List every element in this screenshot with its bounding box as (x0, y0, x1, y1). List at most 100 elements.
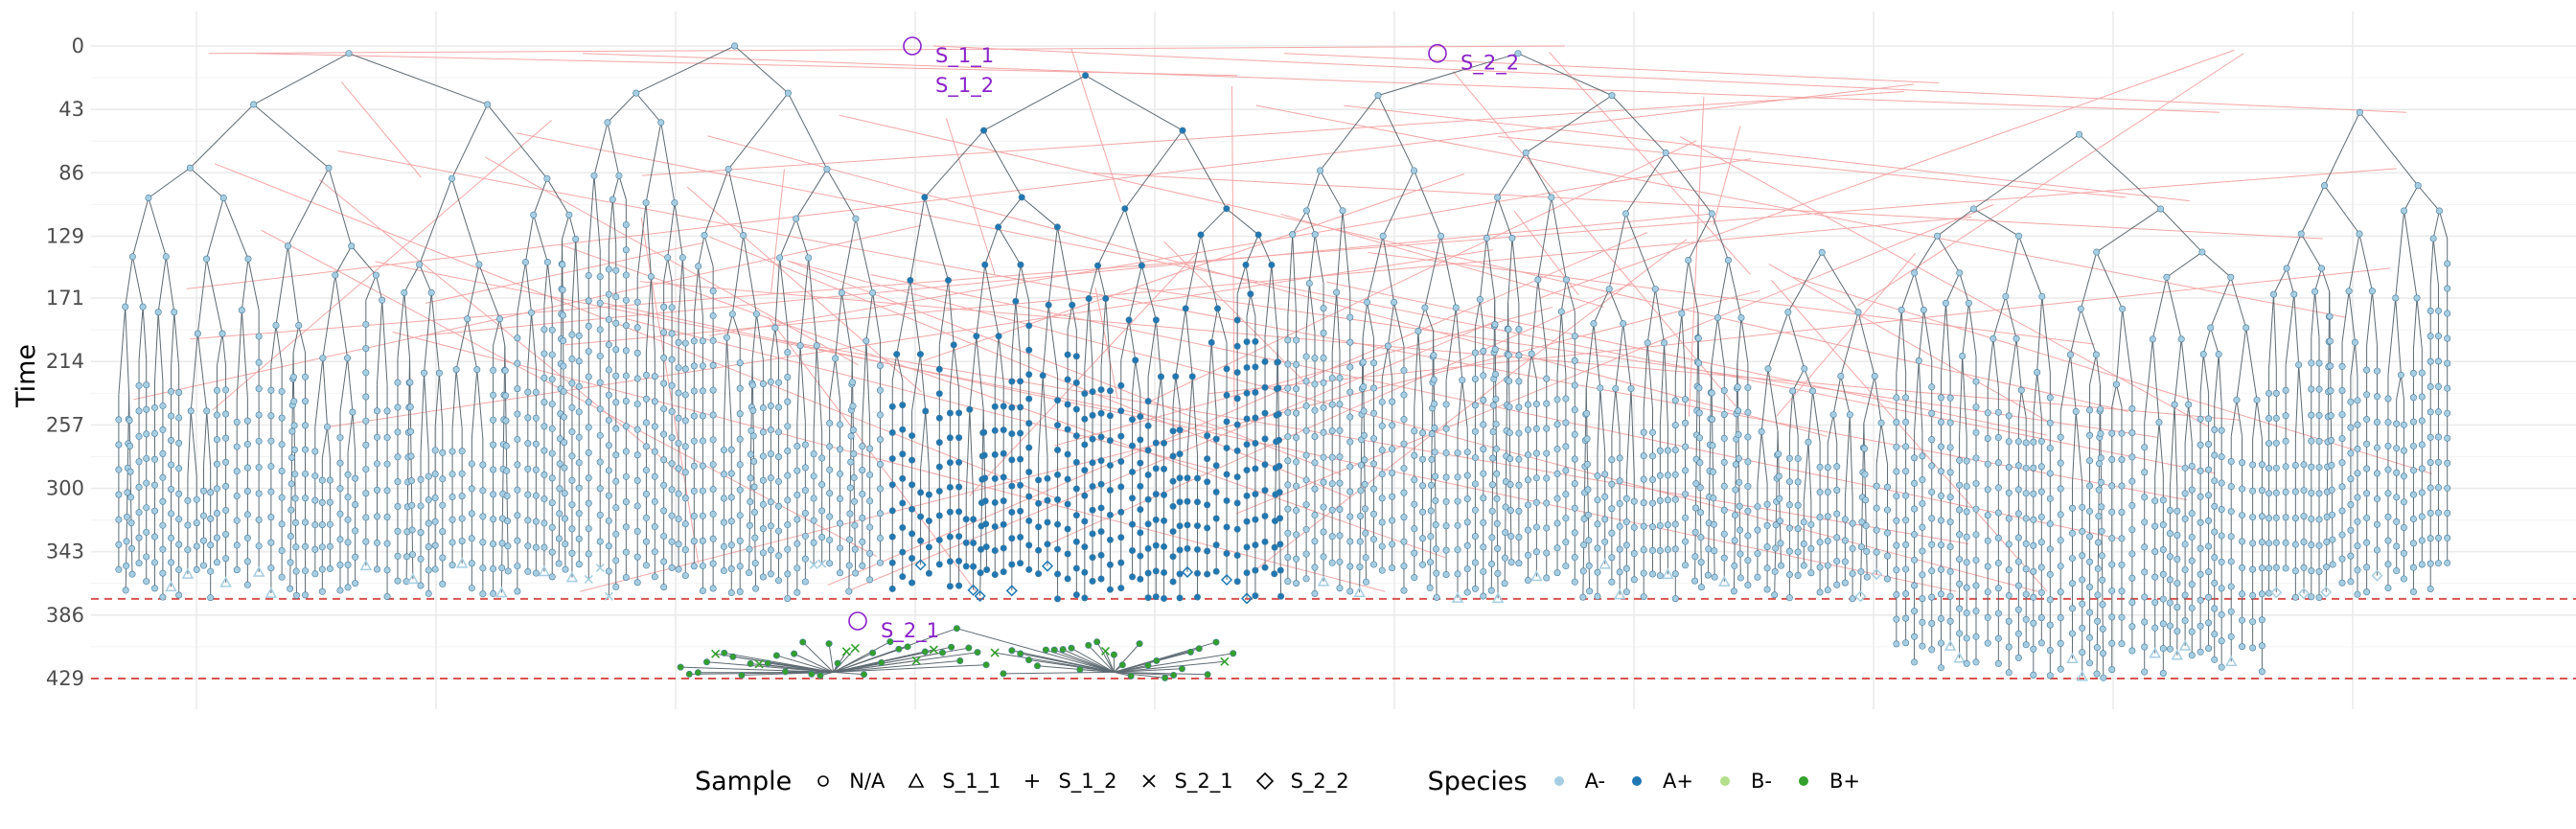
node-marker (2005, 541, 2012, 548)
node-marker (2282, 514, 2289, 521)
branch (1105, 298, 1111, 366)
node-marker (1480, 372, 1487, 380)
branch (420, 373, 426, 453)
branch (2429, 238, 2434, 287)
node-marker (1695, 359, 1703, 367)
node-marker (1553, 421, 1561, 428)
node-marker (1515, 429, 1523, 437)
node-marker (668, 486, 676, 494)
node-marker (585, 499, 592, 507)
branch (607, 122, 620, 176)
node-marker (431, 447, 439, 454)
node-marker (1902, 614, 1910, 622)
node-marker (1583, 435, 1591, 443)
node-marker (876, 436, 884, 444)
branch (1900, 272, 1916, 311)
node-marker (2141, 543, 2149, 551)
node-marker (575, 510, 583, 518)
node-marker (1816, 588, 1824, 596)
branch (2166, 277, 2182, 339)
node-marker (1419, 482, 1427, 490)
node-marker (171, 309, 178, 316)
node-marker (2418, 537, 2426, 544)
node-marker (2239, 564, 2246, 571)
node-marker (727, 589, 735, 597)
node-marker (633, 349, 641, 357)
node-marker (1008, 430, 1016, 438)
branch (1114, 653, 1233, 673)
node-marker (925, 543, 932, 551)
branch (1859, 423, 1865, 597)
node-marker (2196, 544, 2204, 552)
node-marker (1025, 420, 1033, 427)
node-marker (1833, 486, 1841, 494)
node-marker (810, 450, 817, 458)
node-marker (2128, 574, 2136, 582)
node-marker (233, 566, 241, 574)
tip-marker (181, 567, 195, 579)
node-marker (2363, 465, 2371, 472)
node-marker (962, 539, 970, 546)
node-marker (1137, 575, 1144, 583)
node-marker (1620, 320, 1627, 328)
node-marker (1370, 510, 1378, 518)
node-marker (1671, 422, 1679, 429)
node-marker (1630, 523, 1638, 531)
node-marker (1431, 400, 1438, 407)
node-marker (213, 436, 220, 444)
branch (2079, 133, 2161, 210)
node-marker (2315, 464, 2323, 472)
node-marker (1276, 541, 1284, 548)
node-marker (845, 562, 853, 569)
node-marker (1419, 455, 1427, 463)
node-marker (2270, 290, 2278, 298)
node-marker (1072, 564, 1080, 572)
node-marker (2046, 672, 2054, 679)
node-marker (1571, 504, 1578, 512)
node-marker (908, 579, 916, 587)
node-marker (187, 407, 195, 415)
node-marker (1656, 496, 1664, 504)
node-marker (2199, 351, 2207, 358)
node-marker (318, 521, 326, 529)
transmission-link (330, 249, 1493, 427)
node-marker (1697, 584, 1705, 591)
node-marker (1379, 232, 1387, 240)
branch (1414, 331, 1419, 407)
branch (2432, 238, 2439, 287)
node-marker (752, 585, 760, 592)
branch (1114, 671, 1208, 676)
node-marker (1664, 472, 1671, 479)
node-marker (1186, 648, 1194, 656)
node-marker (668, 407, 676, 415)
node-marker (524, 465, 532, 472)
node-marker (1515, 403, 1523, 411)
node-marker (1984, 639, 1991, 647)
node-marker (1553, 519, 1561, 527)
node-marker (1664, 521, 1671, 529)
node-marker (222, 410, 230, 418)
node-marker (1153, 656, 1161, 664)
transmission-link (1054, 306, 1553, 447)
node-marker (1682, 467, 1690, 474)
branch (1200, 234, 1218, 310)
node-marker (2373, 444, 2380, 451)
node-marker (288, 506, 295, 514)
node-marker (651, 523, 658, 531)
transmission-link (212, 120, 552, 410)
node-marker (1571, 480, 1578, 488)
node-marker (1152, 541, 1160, 549)
node-marker (1893, 394, 1900, 402)
node-marker (784, 545, 792, 553)
node-marker (605, 567, 612, 575)
branch (833, 647, 969, 673)
node-marker (747, 498, 754, 506)
node-marker (1898, 306, 1905, 313)
transmission-link (1070, 48, 1122, 203)
branch (1973, 133, 2080, 210)
node-marker (1000, 568, 1007, 576)
node-marker (1243, 518, 1251, 525)
node-marker (935, 390, 943, 398)
branch (833, 646, 908, 673)
node-marker (1169, 553, 1177, 561)
